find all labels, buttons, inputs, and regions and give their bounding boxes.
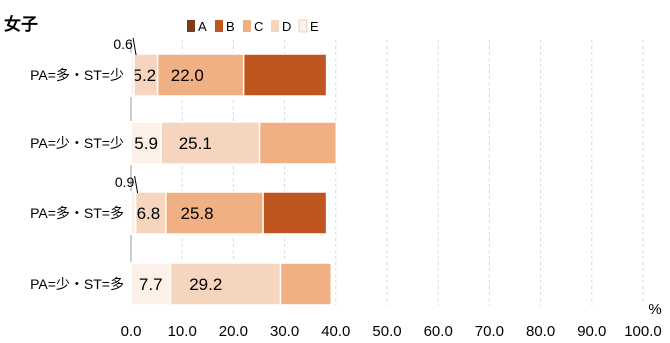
data-label-leader bbox=[132, 37, 137, 56]
unit-label: % bbox=[648, 301, 661, 318]
bar-D-row-3 bbox=[130, 191, 167, 235]
x-tick-label: 100.0 bbox=[624, 323, 662, 340]
data-label: 0.9 bbox=[115, 174, 135, 190]
data-label: 5.9 bbox=[134, 134, 158, 153]
bar-E-row-3 bbox=[130, 191, 137, 235]
data-label: 25.1 bbox=[179, 134, 212, 153]
x-tick-label: 40.0 bbox=[321, 323, 350, 340]
legend-swatch-A bbox=[187, 20, 195, 32]
data-label: 0.6 bbox=[113, 36, 133, 52]
data-label: 5.2 bbox=[132, 66, 156, 85]
x-tick-label: 50.0 bbox=[372, 323, 401, 340]
legend-swatch-B bbox=[215, 20, 223, 32]
bars: 34.038.222.05.20.65.523.440.125.15.928.3… bbox=[113, 36, 338, 306]
data-label: 6.8 bbox=[137, 204, 161, 223]
data-label: 29.2 bbox=[189, 275, 222, 294]
x-tick-label: 70.0 bbox=[475, 323, 504, 340]
category-labels: PA=多・ST=少 PA=少・ST=少 PA=多・ST=多 PA=少・ST=多 bbox=[30, 67, 124, 292]
bar-D-row-1 bbox=[130, 53, 159, 97]
bar-E-row-4 bbox=[130, 262, 172, 306]
x-tick-label: 90.0 bbox=[577, 323, 606, 340]
legend-swatch-C bbox=[243, 20, 251, 32]
x-tick-label: 80.0 bbox=[526, 323, 555, 340]
x-tick-label: 10.0 bbox=[168, 323, 197, 340]
data-label: 25.8 bbox=[181, 204, 214, 223]
x-tick-label: 30.0 bbox=[270, 323, 299, 340]
data-label: 22.0 bbox=[171, 66, 204, 85]
data-label-leader bbox=[134, 175, 139, 194]
x-tick-labels: 0.0 10.0 20.0 30.0 40.0 50.0 60.0 70.0 80.0 90.0 1… bbox=[121, 323, 662, 340]
category-label: PA=少・ST=少 bbox=[30, 135, 124, 151]
legend-label-D: D bbox=[282, 19, 291, 34]
legend-label-C: C bbox=[254, 19, 263, 34]
chart-title: 女子 bbox=[4, 14, 38, 34]
legend-label-B: B bbox=[226, 19, 235, 34]
bar-E-row-2 bbox=[130, 121, 162, 165]
category-label: PA=多・ST=少 bbox=[30, 67, 124, 83]
legend: A B C D E bbox=[187, 19, 319, 34]
x-tick-label: 0.0 bbox=[121, 323, 142, 340]
category-label: PA=多・ST=多 bbox=[30, 205, 124, 221]
x-tick-label: 20.0 bbox=[219, 323, 248, 340]
legend-swatch-D bbox=[271, 20, 279, 32]
legend-swatch-E bbox=[298, 19, 308, 33]
data-label: 7.7 bbox=[139, 275, 163, 294]
legend-label-E: E bbox=[310, 19, 319, 34]
legend-label-A: A bbox=[198, 19, 207, 34]
category-label: PA=少・ST=多 bbox=[30, 276, 124, 292]
bar-E-row-1 bbox=[130, 53, 135, 97]
x-tick-label: 60.0 bbox=[424, 323, 453, 340]
